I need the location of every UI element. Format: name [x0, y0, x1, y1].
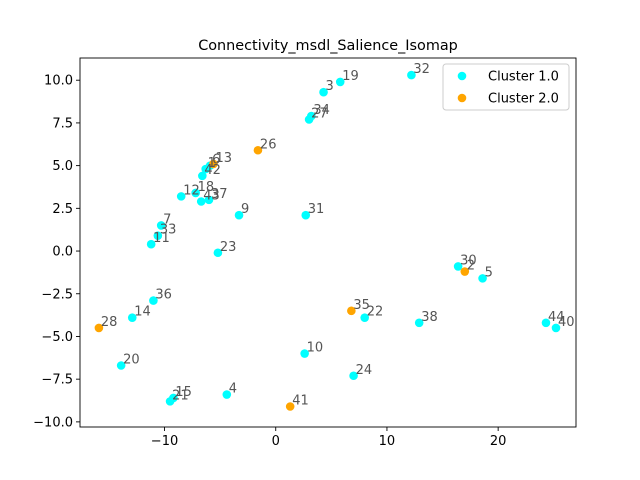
point-label: 27: [311, 107, 328, 122]
point-label: 23: [220, 240, 237, 255]
chart-title: Connectivity_msdl_Salience_Isomap: [198, 38, 458, 54]
point-label: 21: [172, 388, 189, 403]
point-label: 37: [211, 187, 228, 202]
point-label: 10: [307, 341, 324, 356]
point-label: 44: [548, 310, 565, 325]
legend-marker: [457, 93, 467, 103]
data-point: [146, 239, 156, 249]
legend-box: [442, 63, 570, 111]
data-point: [176, 192, 186, 201]
axes: −10 0 10 20 −10.0 −7.5 −5.0 −2.5 0.0 2.5 5.0 7.5 10.…: [33, 57, 577, 449]
data-point: [285, 402, 295, 411]
data-point: [201, 164, 210, 174]
data-point: [453, 262, 463, 271]
point-label: 11: [153, 231, 170, 246]
y-tick-label: −5.0: [41, 330, 73, 345]
data-point: [304, 115, 314, 124]
point-label: 31: [308, 202, 325, 217]
data-point: [541, 318, 551, 328]
y-tick-label: −10.0: [33, 415, 73, 430]
data-point: [127, 313, 137, 322]
data-point: [149, 296, 158, 305]
x-tick-label: 0: [272, 434, 280, 449]
point-label: 9: [241, 202, 249, 217]
data-point: [335, 77, 345, 87]
data-point: [165, 397, 175, 406]
data-point: [222, 390, 232, 399]
point-label: 35: [353, 298, 370, 313]
y-tick-label: 10.0: [44, 74, 73, 89]
data-point: [198, 171, 207, 181]
point-label: 19: [342, 69, 359, 84]
data-point: [116, 361, 126, 370]
data-point: [301, 210, 311, 220]
data-point: [196, 197, 206, 206]
data-point: [319, 87, 328, 97]
x-tick-label: 10: [379, 434, 396, 449]
point-label: 41: [292, 394, 309, 409]
point-label: 28: [101, 315, 118, 330]
point-label: 14: [134, 305, 151, 320]
point-label: 34: [313, 103, 330, 118]
point-label: 43: [203, 189, 220, 204]
data-point: [213, 248, 223, 258]
point-label: 42: [204, 163, 221, 178]
y-tick-label: 2.5: [52, 202, 73, 217]
axes-frame: [79, 57, 577, 428]
point-label: 6: [212, 153, 220, 168]
point-label: 30: [460, 253, 477, 268]
point-label: 32: [413, 62, 430, 77]
point-label: 2: [467, 259, 475, 274]
point-label: 1: [208, 156, 216, 171]
data-point: [209, 159, 218, 169]
x-tick-label: 20: [490, 434, 507, 449]
point-label: 38: [421, 310, 438, 325]
data-point: [191, 188, 200, 198]
point-label: 7: [163, 212, 171, 227]
data-point: [414, 318, 424, 328]
point-label: 18: [198, 180, 215, 195]
data-point: [204, 195, 214, 205]
point-label: 15: [175, 385, 192, 400]
point-label: 33: [160, 223, 177, 238]
data-point: [153, 231, 163, 240]
x-tick-label: −10: [151, 434, 178, 449]
point-label: 36: [155, 288, 172, 303]
point-label: 26: [260, 137, 277, 152]
point-label: 4: [229, 382, 237, 397]
legend-label: Cluster 2.0: [488, 92, 559, 107]
data-point: [478, 274, 487, 283]
point-label: 40: [558, 315, 575, 330]
y-tick-label: −2.5: [41, 287, 73, 302]
point-label: 3: [326, 79, 334, 94]
point-label: 22: [367, 305, 384, 320]
point-label: 12: [183, 183, 200, 198]
plot-area: [94, 70, 561, 411]
data-point: [94, 323, 104, 333]
legend-label: Cluster 1.0: [488, 70, 559, 85]
y-tick-label: 0.0: [52, 245, 73, 260]
legend: Cluster 1.0 Cluster 2.0: [442, 63, 570, 111]
point-label: 5: [485, 265, 493, 280]
data-point: [347, 306, 356, 316]
data-point: [300, 349, 309, 358]
data-point: [460, 267, 470, 276]
y-tick-label: −7.5: [41, 373, 73, 388]
data-point: [156, 221, 166, 230]
data-point: [234, 210, 244, 220]
point-label: 13: [215, 151, 232, 166]
point-label: 24: [356, 363, 373, 378]
data-point: [360, 313, 369, 322]
data-point: [407, 70, 416, 80]
data-point: [349, 371, 358, 381]
data-point: [253, 145, 263, 155]
y-tick-label: 5.0: [52, 159, 73, 174]
legend-marker: [457, 71, 467, 81]
data-point: [551, 323, 561, 333]
point-label: 20: [123, 353, 140, 368]
y-tick-label: 7.5: [52, 116, 73, 131]
